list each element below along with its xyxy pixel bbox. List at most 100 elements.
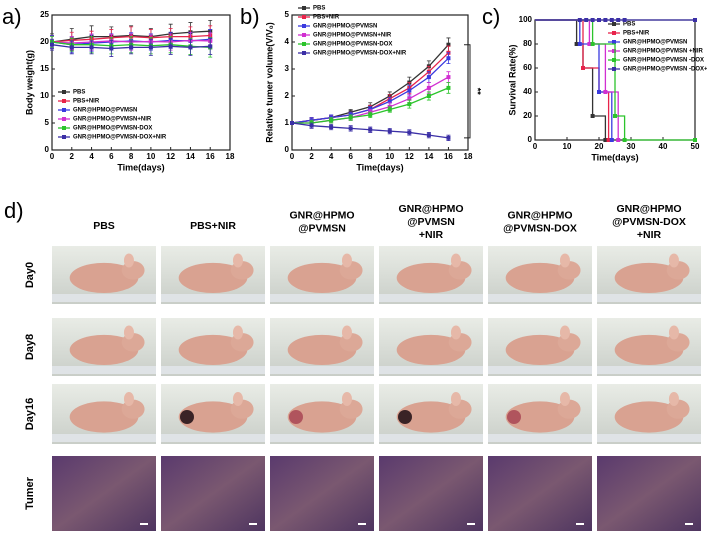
x-tick-label: 40 bbox=[659, 142, 668, 151]
legend-label: GNR@HPMO@PVMSN-DOX+NIR bbox=[313, 51, 407, 57]
mouse-body bbox=[287, 334, 357, 365]
x-tick-label: 2 bbox=[70, 152, 75, 161]
data-point bbox=[581, 66, 585, 70]
data-point bbox=[609, 138, 614, 142]
data-point bbox=[446, 42, 451, 47]
scale-bar bbox=[358, 523, 366, 525]
x-tick-label: 30 bbox=[627, 142, 636, 151]
data-point bbox=[168, 44, 173, 49]
column-header: +NIR bbox=[419, 229, 444, 241]
ruler bbox=[597, 294, 701, 302]
column-header: GNR@HPMO bbox=[289, 209, 354, 221]
mouse-ear bbox=[559, 392, 570, 406]
x-tick-label: 18 bbox=[226, 152, 235, 161]
legend-label: PBS+NIR bbox=[313, 15, 340, 21]
x-tick-label: 12 bbox=[166, 152, 175, 161]
legend-label: GNR@HPMO@PVMSN -DOX+NIR bbox=[623, 67, 707, 73]
legend-marker bbox=[302, 33, 306, 37]
mouse-ear bbox=[123, 392, 134, 406]
legend-marker bbox=[302, 6, 306, 10]
scale-bar bbox=[685, 523, 693, 525]
mouse-body bbox=[614, 334, 684, 365]
mouse-body bbox=[69, 262, 139, 293]
mouse-ear bbox=[668, 392, 679, 406]
x-tick-label: 20 bbox=[595, 142, 604, 151]
x-tick-label: 8 bbox=[368, 152, 373, 161]
legend-label: GNR@HPMO@PVMSN bbox=[73, 108, 137, 114]
y-tick-label: 80 bbox=[523, 39, 532, 48]
ruler bbox=[161, 434, 265, 442]
plot-frame bbox=[291, 14, 469, 151]
x-tick-label: 10 bbox=[563, 142, 572, 151]
data-point bbox=[603, 90, 608, 94]
y-tick-label: 20 bbox=[40, 37, 49, 46]
legend-marker bbox=[62, 117, 66, 121]
panel-label: a) bbox=[2, 4, 22, 29]
tissue-image bbox=[52, 456, 156, 531]
data-point bbox=[446, 56, 451, 61]
data-point bbox=[89, 45, 94, 50]
y-tick-label: 2 bbox=[285, 91, 290, 100]
data-point bbox=[407, 102, 412, 107]
data-point bbox=[407, 88, 412, 93]
x-tick-label: 6 bbox=[348, 152, 353, 161]
y-tick-label: 40 bbox=[523, 87, 532, 96]
column-header: GNR@HPMO bbox=[507, 209, 572, 221]
legend-label: GNR@HPMO@PVMSN-DOX bbox=[313, 42, 392, 48]
legend-marker bbox=[612, 49, 616, 53]
ruler bbox=[379, 294, 483, 302]
y-tick-label: 25 bbox=[40, 10, 49, 19]
x-tick-label: 14 bbox=[186, 152, 195, 161]
mouse-body bbox=[178, 262, 248, 293]
y-axis-label: Survival Rate(%) bbox=[507, 44, 517, 115]
x-axis-label: Time(days) bbox=[591, 152, 638, 162]
mouse-ear bbox=[668, 253, 679, 268]
panel-label: c) bbox=[482, 4, 500, 29]
mouse-body bbox=[614, 401, 684, 433]
column-header: PBS bbox=[93, 220, 115, 232]
survival-line bbox=[535, 19, 610, 140]
x-tick-label: 10 bbox=[146, 152, 155, 161]
data-point bbox=[597, 90, 601, 94]
mouse-body bbox=[396, 334, 466, 365]
data-point bbox=[584, 18, 589, 22]
legend-label: GNR@HPMO@PVMSN+NIR bbox=[313, 33, 392, 39]
mouse-ear bbox=[559, 253, 570, 268]
y-tick-label: 100 bbox=[519, 15, 533, 24]
mouse-ear bbox=[341, 253, 352, 268]
mouse-body bbox=[505, 401, 575, 433]
y-tick-label: 0 bbox=[528, 135, 533, 144]
ruler bbox=[52, 434, 156, 442]
data-point bbox=[208, 44, 213, 49]
y-tick-label: 0 bbox=[285, 145, 290, 154]
annotation: ** bbox=[473, 88, 483, 96]
mouse-body bbox=[69, 334, 139, 365]
ruler bbox=[379, 366, 483, 374]
x-tick-label: 8 bbox=[129, 152, 134, 161]
legend-marker bbox=[62, 90, 66, 94]
y-tick-label: 1 bbox=[285, 118, 290, 127]
data-point bbox=[609, 18, 614, 22]
data-point bbox=[446, 85, 451, 90]
mouse-ear bbox=[559, 325, 570, 340]
mouse-ear bbox=[123, 325, 134, 340]
y-axis-label: Relative tumer volume(V/V₀) bbox=[264, 22, 274, 143]
data-point bbox=[407, 130, 412, 135]
mouse-body bbox=[287, 401, 357, 433]
x-tick-label: 16 bbox=[444, 152, 453, 161]
ruler bbox=[270, 434, 374, 442]
data-point bbox=[577, 18, 582, 22]
x-tick-label: 14 bbox=[424, 152, 433, 161]
mouse-ear bbox=[232, 325, 243, 340]
data-point bbox=[590, 42, 595, 46]
column-header: +NIR bbox=[637, 229, 662, 241]
survival-line bbox=[535, 19, 613, 140]
ruler bbox=[379, 434, 483, 442]
y-tick-label: 5 bbox=[285, 10, 290, 19]
y-tick-label: 4 bbox=[285, 37, 290, 46]
data-point bbox=[368, 127, 373, 132]
legend-marker bbox=[612, 22, 616, 26]
row-label: Day0 bbox=[24, 262, 36, 288]
tissue-image bbox=[597, 456, 701, 531]
